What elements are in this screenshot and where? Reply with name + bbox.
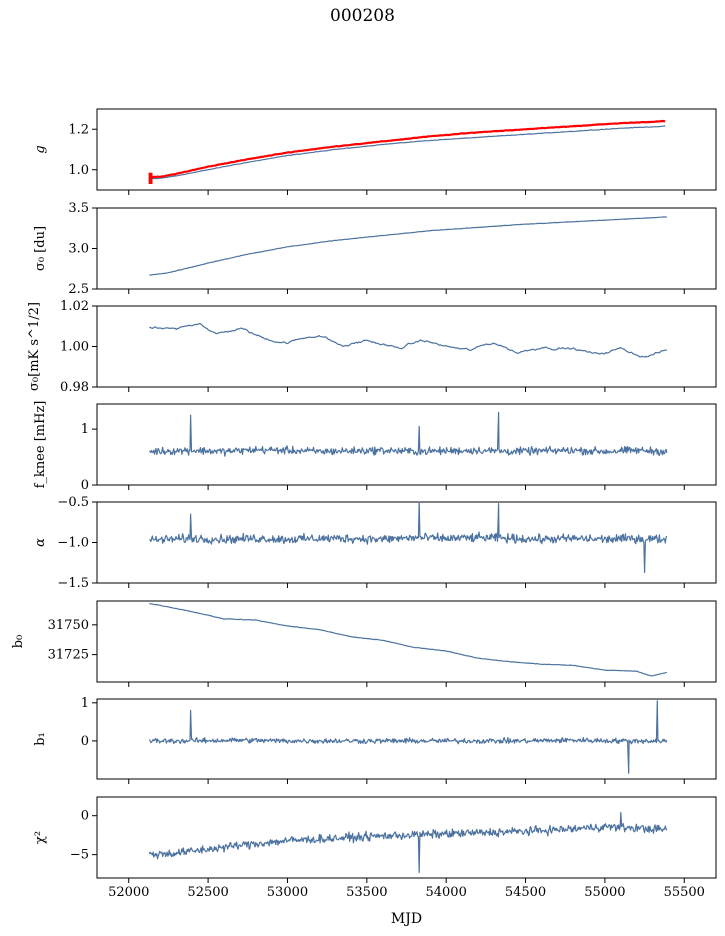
axes-frame: [96, 305, 717, 388]
x-tick-label: 52000: [108, 885, 149, 900]
x-tick-label: 54000: [425, 885, 466, 900]
y-tick-label: 0: [81, 478, 89, 493]
y-axis-label: α: [33, 538, 48, 547]
y-tick-label: −1.5: [57, 576, 89, 591]
y-tick-label: −1.0: [57, 536, 89, 551]
axes-frame: [96, 501, 717, 584]
y-tick-label: 1.00: [60, 340, 89, 355]
data-series-line: [149, 216, 667, 276]
panel-b0: 31725 31750 b₀: [11, 600, 717, 687]
x-tick-label: 52500: [187, 885, 228, 900]
y-tick-label: 0: [81, 809, 89, 824]
y-tick-label: 1.2: [68, 122, 89, 137]
data-series-line: [149, 602, 668, 677]
data-series-line: [149, 501, 668, 574]
panel-sigma0_du: 2.5 3.0 3.5 σ₀ [du]: [33, 201, 717, 297]
panel-b1: 0 1 b₁: [33, 696, 717, 784]
y-axis-label: σ₀ [du]: [33, 226, 48, 271]
panel-fknee: 0 1 f_knee [mHz]: [33, 401, 717, 493]
panel-chi2: 52000 52500 53000 53500 54000 54500 55000 55500…: [33, 796, 717, 900]
y-tick-label: −5: [70, 848, 89, 863]
axes-frame: [96, 207, 717, 290]
y-tick-label: 0: [81, 734, 89, 749]
y-tick-label: 1.0: [68, 163, 89, 178]
model-series-line: [149, 119, 666, 179]
y-axis-label: f_knee [mHz]: [33, 401, 48, 489]
y-axis-label: σ₀[mK s^1/2]: [27, 302, 42, 391]
data-series-line: [148, 700, 668, 774]
axes-frame: [96, 698, 717, 780]
y-tick-label: 2.5: [68, 282, 89, 297]
y-axis-label: g: [33, 145, 48, 153]
x-tick-label: 53500: [346, 885, 387, 900]
y-tick-label: 1: [81, 696, 89, 711]
y-tick-label: 1.02: [60, 299, 89, 314]
y-tick-label: 31725: [48, 648, 89, 663]
data-series-line: [149, 323, 667, 358]
axes-frame: [96, 403, 717, 486]
x-axis-label: MJD: [391, 911, 422, 927]
x-tick-label: 55500: [664, 885, 705, 900]
y-axis-label: b₁: [33, 732, 48, 746]
y-tick-label: 1: [81, 422, 89, 437]
x-tick-label: 54500: [505, 885, 546, 900]
panel-g: 1.0 1.2 g: [33, 108, 717, 195]
axes-frame: [96, 796, 717, 879]
y-tick-label: 31750: [48, 618, 89, 633]
data-series-line: [149, 411, 668, 457]
panel-sigma0_mK: 0.98 1.00 1.02 σ₀[mK s^1/2]: [27, 299, 717, 395]
y-axis-label: χ²: [33, 831, 48, 844]
y-tick-label: 3.0: [68, 242, 89, 257]
y-axis-label: b₀: [11, 635, 26, 649]
y-tick-label: 0.98: [60, 380, 89, 395]
figure-title: 000208: [330, 6, 395, 26]
axes-frame: [96, 108, 717, 191]
x-tick-label: 53000: [267, 885, 308, 900]
y-tick-label: −0.5: [57, 495, 89, 510]
panel-alpha: −1.5 −1.0 −0.5 α: [33, 495, 717, 591]
data-series-line: [148, 812, 668, 874]
y-tick-label: 3.5: [68, 201, 89, 216]
data-series-line: [149, 125, 666, 180]
x-tick-label: 55000: [584, 885, 625, 900]
axes-frame: [96, 600, 717, 683]
